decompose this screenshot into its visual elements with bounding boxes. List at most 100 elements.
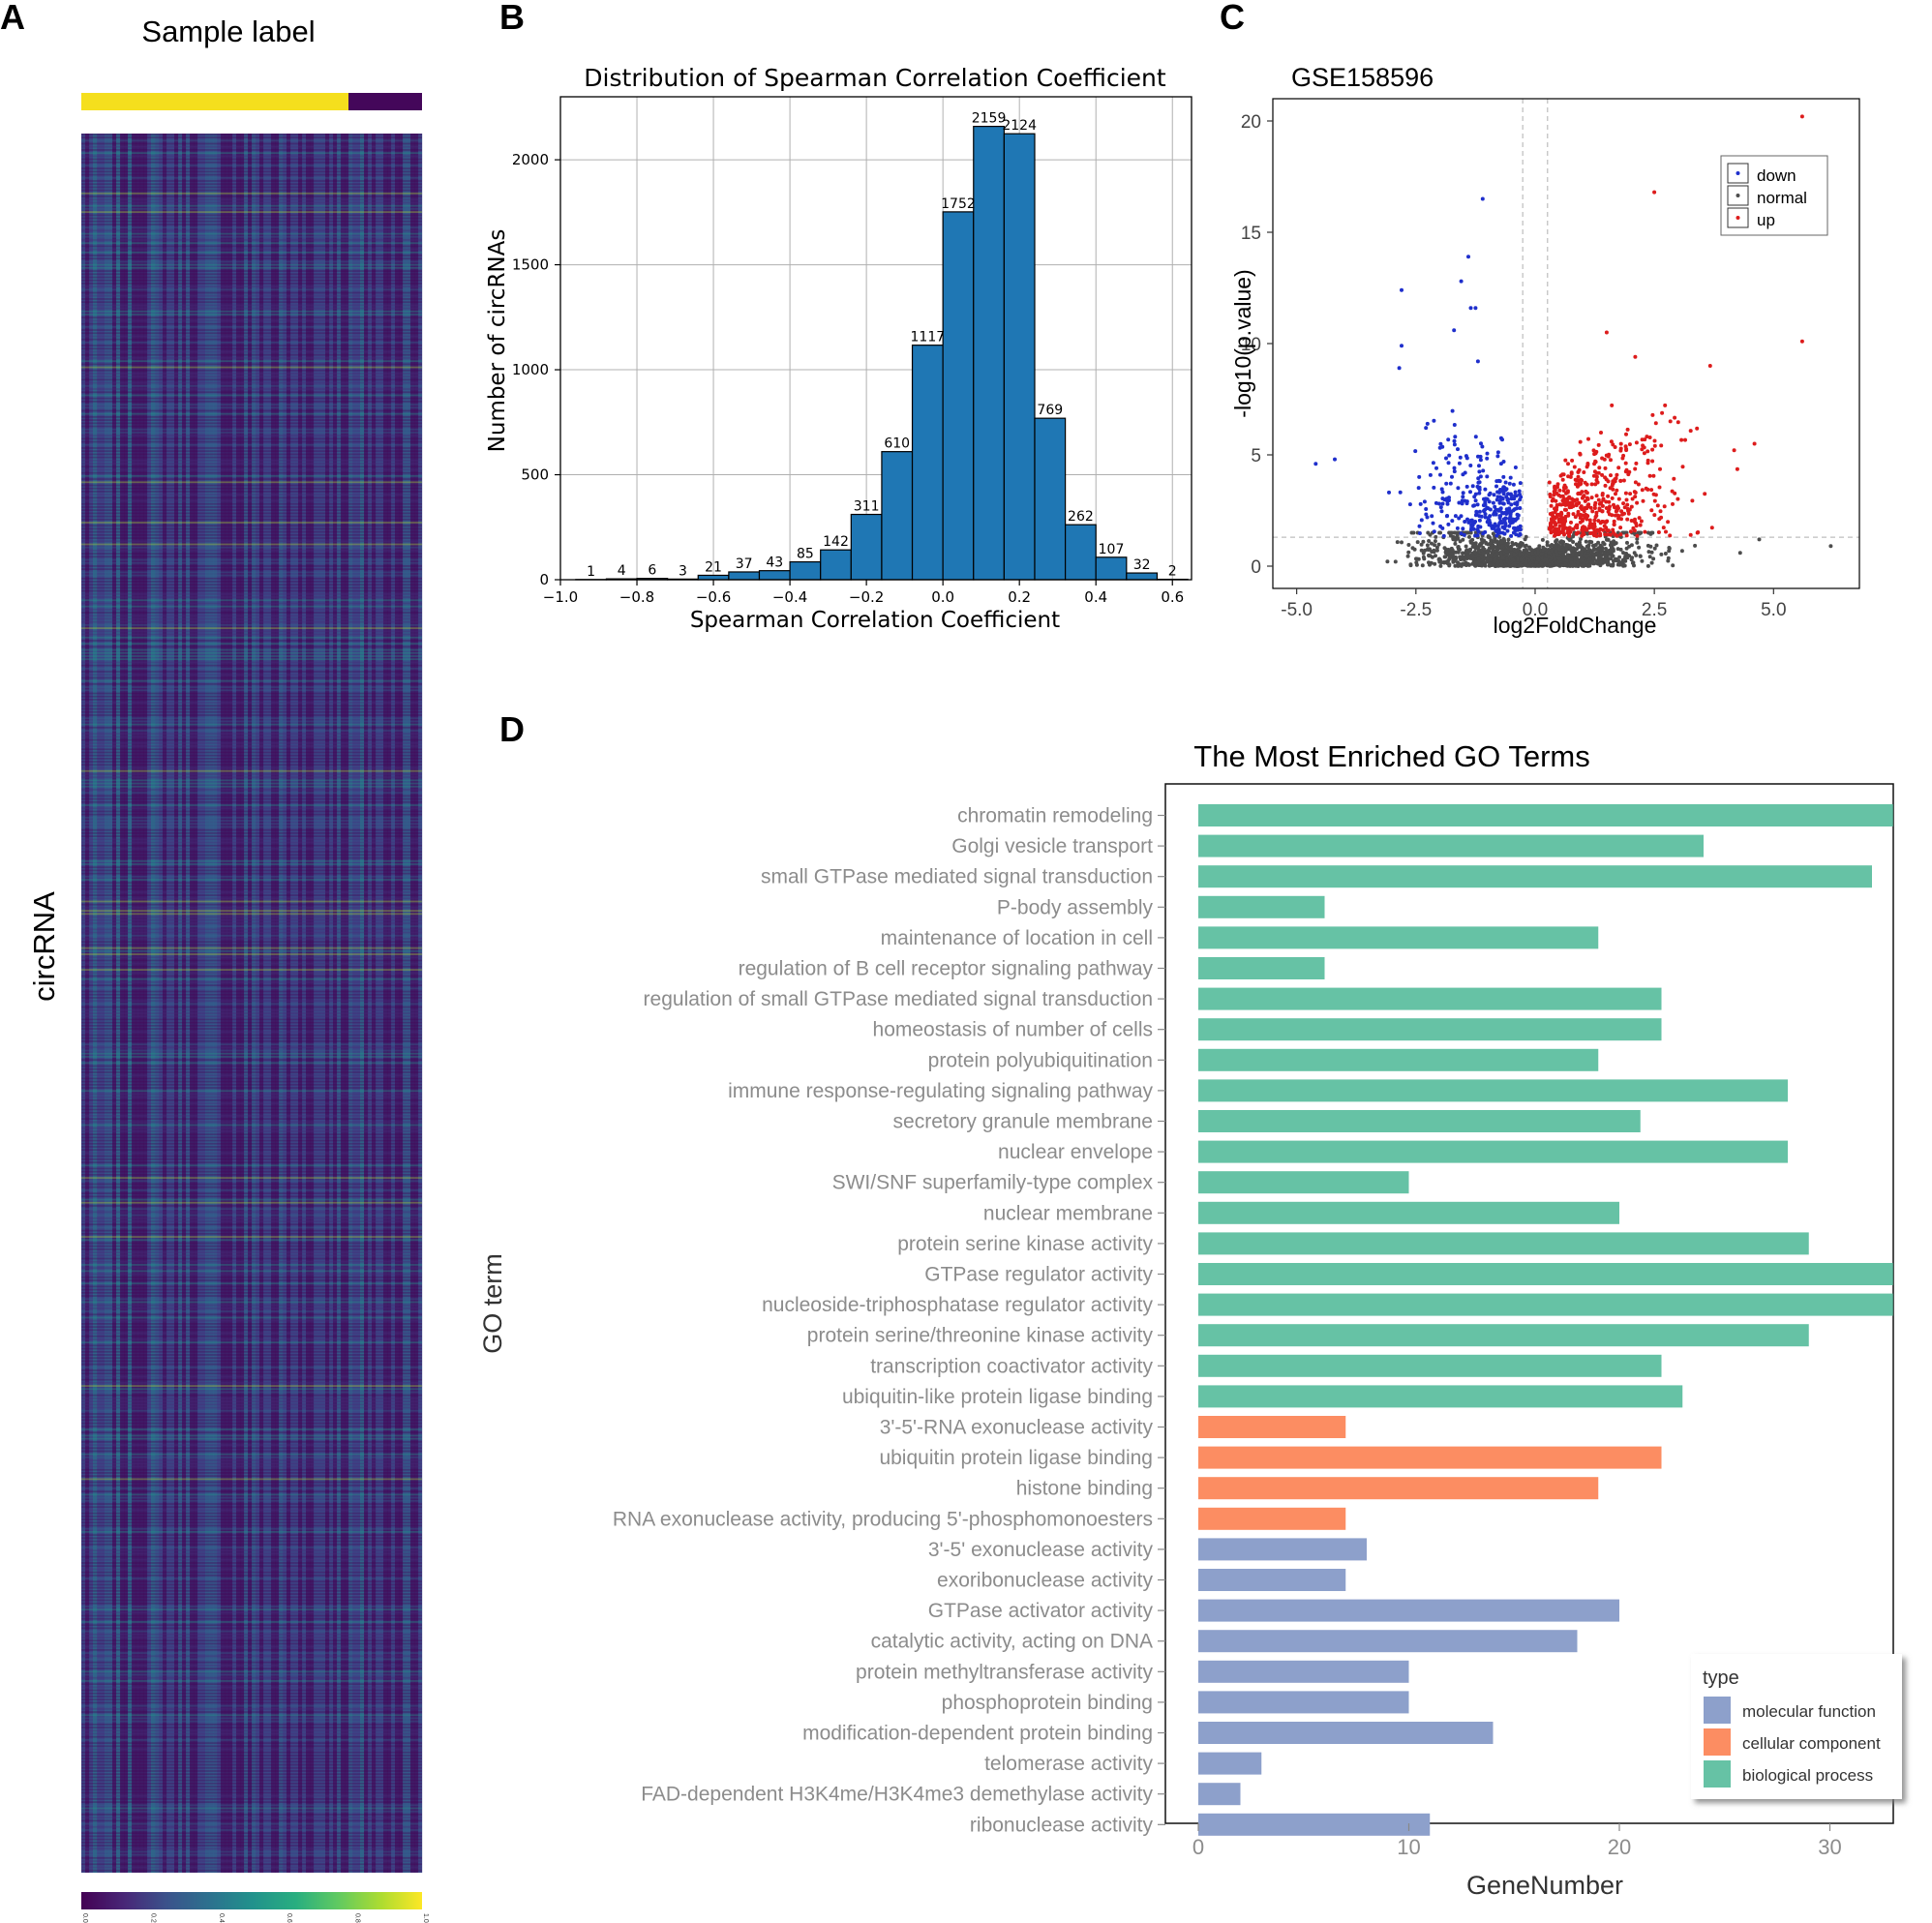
volcano-point-normal	[1609, 540, 1614, 545]
heatmap-column	[225, 134, 229, 1873]
volcano-point-down	[1476, 529, 1481, 534]
heatmap-row	[81, 1555, 422, 1558]
heatmap-row	[81, 1856, 422, 1859]
heatmap-row	[81, 596, 422, 598]
volcano-point-up	[1675, 420, 1680, 425]
heatmap-row	[81, 810, 422, 813]
volcano-point-normal	[1654, 543, 1659, 548]
heatmap-row	[81, 1801, 422, 1803]
volcano-point-normal	[1464, 544, 1468, 549]
histogram-bar-value: 1752	[941, 196, 976, 212]
volcano-point-down	[1450, 519, 1455, 524]
volcano-point-normal	[1663, 552, 1668, 556]
volcano-point-normal	[1520, 552, 1524, 556]
volcano-point-up	[1566, 511, 1571, 516]
heatmap-column	[136, 134, 140, 1873]
volcano-point-up	[1618, 532, 1623, 537]
volcano-point-normal	[1648, 544, 1653, 549]
volcano-point-normal	[1436, 542, 1441, 547]
volcano-point-normal	[1467, 549, 1472, 554]
heatmap-row	[81, 1661, 422, 1664]
heatmap-row	[81, 1180, 422, 1183]
heatmap-row	[81, 1493, 422, 1496]
volcano-point-normal	[1640, 558, 1645, 563]
heatmap-row	[81, 1350, 422, 1353]
volcano-point-up	[1597, 466, 1602, 470]
volcano-point-up	[1566, 474, 1571, 479]
heatmap-row	[81, 1115, 422, 1117]
volcano-point-down	[1446, 437, 1451, 442]
go-x-tick-label: 10	[1397, 1835, 1420, 1859]
go-legend: type molecular function cellular compone…	[1691, 1654, 1902, 1799]
volcano-point-down	[1459, 531, 1464, 536]
volcano-point-normal	[1433, 561, 1437, 566]
volcano-point-up	[1553, 506, 1556, 511]
heatmap-row	[81, 1680, 422, 1682]
histogram-bar-value: 43	[766, 556, 783, 571]
heatmap-row	[81, 1683, 422, 1686]
volcano-point-down	[1494, 484, 1498, 489]
volcano-point-normal	[1491, 550, 1495, 555]
heatmap-row	[81, 1198, 422, 1201]
heatmap-row	[81, 1543, 422, 1546]
heatmap-column	[290, 134, 295, 1873]
heatmap-row	[81, 1642, 422, 1645]
histogram-x-tick-label: 0.4	[1084, 588, 1107, 606]
volcano-point-down	[1507, 481, 1512, 486]
heatmap-row	[81, 1465, 422, 1468]
heatmap-row	[81, 689, 422, 692]
heatmap-row	[81, 201, 422, 204]
volcano-point-up	[1586, 436, 1590, 441]
histogram-bar-value: 85	[797, 547, 814, 562]
volcano-point-up	[1624, 432, 1628, 436]
heatmap-row	[81, 667, 422, 670]
legend-biological-process-swatch	[1704, 1760, 1731, 1788]
volcano-point-up	[1580, 490, 1585, 495]
panel-a-heatmap: A Sample label circRNA 0.0 0.2 0.4 0.6 0.8 1.…	[0, 0, 429, 1923]
go-x-axis-label: GeneNumber	[1466, 1871, 1623, 1900]
heatmap-row	[81, 741, 422, 744]
volcano-point-down	[1493, 522, 1497, 526]
volcano-point-up	[1602, 457, 1607, 462]
heatmap-column	[391, 134, 396, 1873]
volcano-point-notable	[1333, 457, 1337, 462]
heatmap-row	[81, 1698, 422, 1701]
volcano-point-normal	[1470, 561, 1475, 566]
volcano-point-down	[1513, 490, 1518, 495]
heatmap-row	[81, 851, 422, 854]
volcano-point-normal	[1532, 551, 1537, 556]
go-term-label: immune response-regulating signaling pat…	[728, 1080, 1153, 1102]
volcano-point-normal	[1671, 563, 1675, 568]
volcano-point-normal	[1627, 554, 1632, 558]
go-term-bar	[1198, 1324, 1809, 1347]
volcano-point-up	[1611, 442, 1615, 447]
histogram-bar-value: 311	[854, 499, 880, 515]
volcano-point-down	[1417, 474, 1422, 479]
volcano-point-normal	[1522, 548, 1526, 553]
histogram-bar	[789, 560, 822, 581]
volcano-point-normal	[1480, 563, 1484, 568]
volcano-point-normal	[1499, 551, 1503, 556]
heatmap-row	[81, 835, 422, 837]
heatmap-row	[81, 155, 422, 158]
histogram-x-tick-label: 0.2	[1008, 588, 1031, 606]
heatmap-row	[81, 1860, 422, 1862]
volcano-point-normal	[1430, 541, 1434, 546]
go-x-ticks: 0 10 20 30	[1192, 1823, 1842, 1859]
histogram-bar-labels: 1 4 6 3 21 37 43851423116101117175221592124769…	[587, 111, 1177, 580]
heatmap-row	[81, 1375, 422, 1378]
heatmap-row	[81, 1593, 422, 1595]
heatmap-row	[81, 705, 422, 707]
heatmap-row	[81, 1388, 422, 1391]
heatmap-row	[81, 373, 422, 375]
heatmap-row	[81, 977, 422, 980]
volcano-point-down	[1424, 512, 1429, 517]
volcano-y-tick-label: 0	[1251, 557, 1261, 578]
heatmap-row	[81, 1067, 422, 1070]
volcano-point-up	[1633, 491, 1638, 495]
heatmap-row	[81, 686, 422, 688]
volcano-point-up	[1623, 461, 1628, 466]
histogram-bar	[973, 125, 1005, 581]
heatmap-row	[81, 1791, 422, 1794]
